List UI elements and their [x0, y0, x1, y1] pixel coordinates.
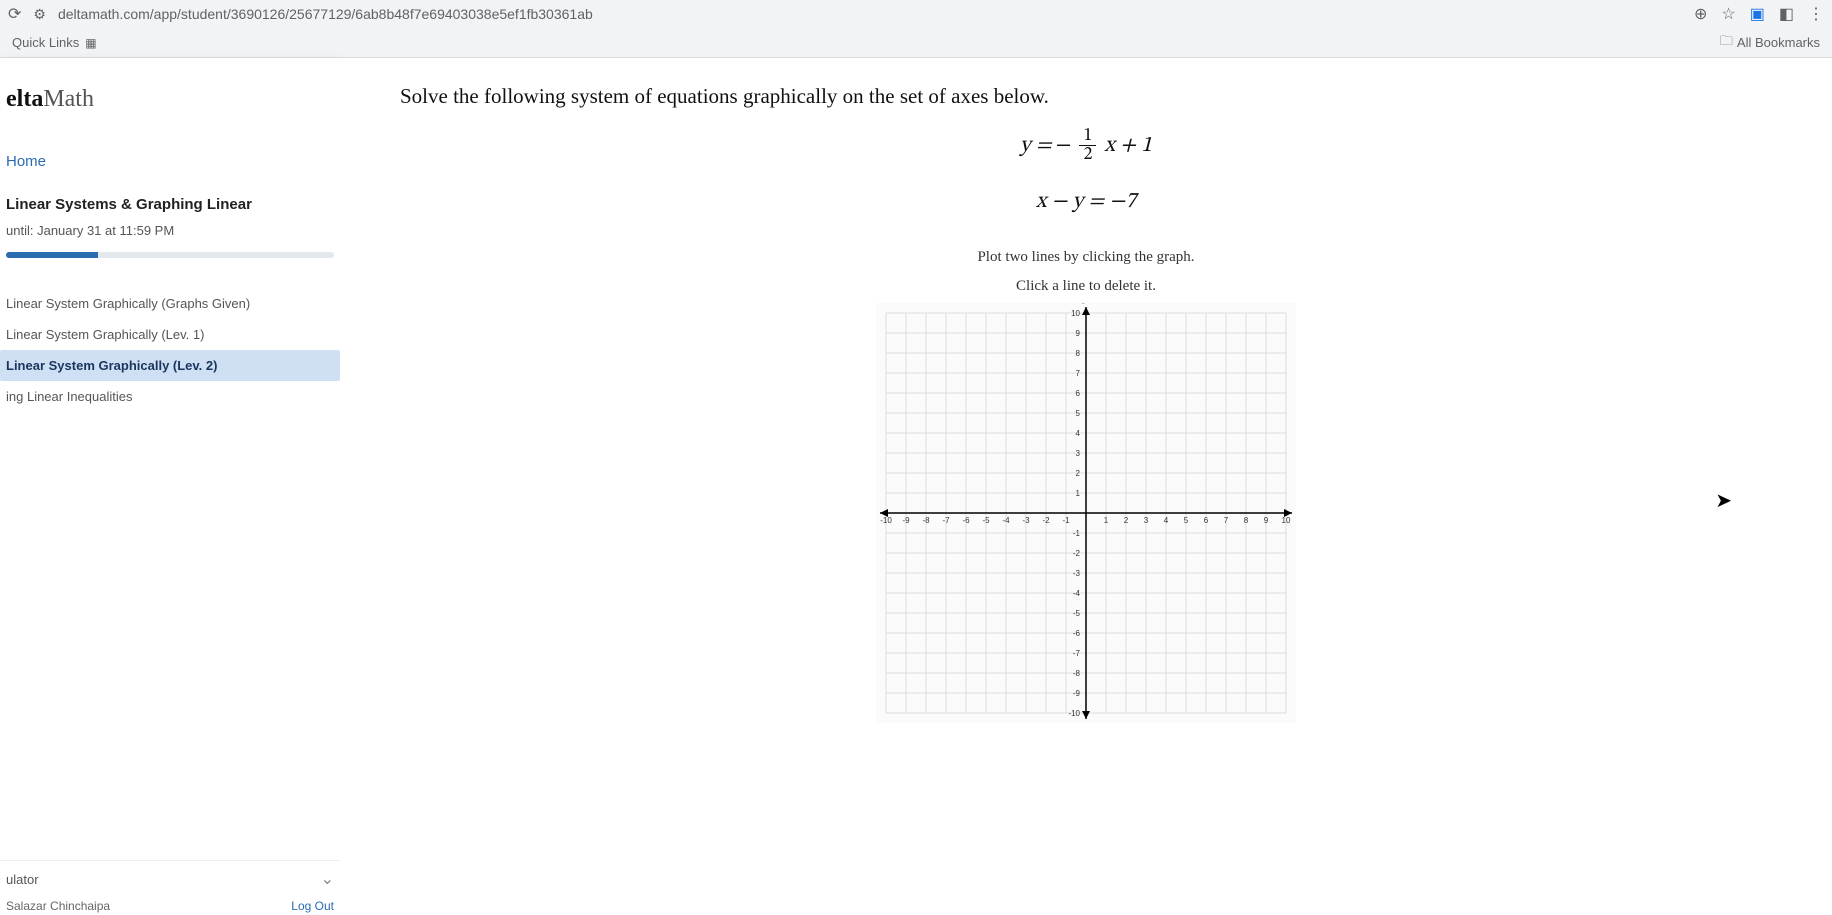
equations-block: y = − 1 2 x + 1 x − y = −7 [400, 127, 1772, 216]
svg-text:-8: -8 [922, 516, 930, 525]
equation-1: y = − 1 2 x + 1 [400, 127, 1772, 164]
equation-2: x − y = −7 [400, 188, 1772, 216]
svg-text:5: 5 [1184, 516, 1189, 525]
eq1-numerator: 1 [1079, 127, 1096, 146]
svg-text:-9: -9 [1073, 689, 1081, 698]
svg-text:9: 9 [1076, 329, 1081, 338]
due-prefix: until: [6, 223, 33, 238]
svg-text:-9: -9 [902, 516, 910, 525]
bookmarks-bar: Quick Links ▦ 🗀 All Bookmarks [0, 28, 1832, 58]
collapse-sidebar-icon[interactable]: ⌄ [321, 869, 334, 889]
lesson-item[interactable]: Linear System Graphically (Graphs Given) [0, 288, 340, 319]
all-bookmarks-button[interactable]: 🗀 All Bookmarks [1720, 32, 1820, 54]
sidebar-section-title: Linear Systems & Graphing Linear [0, 180, 340, 219]
folder-icon: 🗀 [1720, 32, 1733, 54]
svg-text:-2: -2 [1073, 549, 1081, 558]
all-bookmarks-label: All Bookmarks [1737, 35, 1820, 50]
mouse-cursor-icon: ➤ [1715, 488, 1732, 513]
graph-instruction-1: Plot two lines by clicking the graph. [400, 246, 1772, 269]
logout-link[interactable]: Log Out [291, 899, 334, 913]
svg-text:2: 2 [1124, 516, 1129, 525]
quick-links-label[interactable]: Quick Links [12, 35, 79, 50]
svg-text:-1: -1 [1062, 516, 1070, 525]
svg-text:-7: -7 [942, 516, 950, 525]
progress-bar [6, 252, 334, 258]
grid-svg: -10 -9 -8 -7 -6 -5 -4 -3 -2 -1 1 2 3 4 5 6 7 8 9 10 -10 -9 -8 -… [876, 303, 1296, 723]
eq1-denominator: 2 [1079, 146, 1096, 164]
progress-fill [6, 252, 98, 258]
profile-icon[interactable]: ◧ [1779, 4, 1794, 24]
progress-wrap [0, 252, 340, 288]
address-bar[interactable]: deltamath.com/app/student/3690126/256771… [58, 6, 593, 22]
svg-text:7: 7 [1224, 516, 1229, 525]
svg-text:-6: -6 [1073, 629, 1081, 638]
sidebar-due: until: January 31 at 11:59 PM [0, 219, 340, 252]
coordinate-plane[interactable]: -10 -9 -8 -7 -6 -5 -4 -3 -2 -1 1 2 3 4 5 6 7 8 9 10 -10 -9 -8 -… [876, 303, 1296, 723]
eq1-neg: − [1056, 132, 1072, 160]
lesson-item[interactable]: Linear System Graphically (Lev. 1) [0, 319, 340, 350]
zoom-icon[interactable]: ⊕ [1694, 4, 1707, 24]
svg-text:-2: -2 [1042, 516, 1050, 525]
svg-text:-7: -7 [1073, 649, 1081, 658]
extension-icon[interactable]: ▣ [1750, 4, 1765, 24]
svg-text:-5: -5 [982, 516, 990, 525]
svg-text:9: 9 [1264, 516, 1269, 525]
svg-text:5: 5 [1076, 409, 1081, 418]
svg-text:10: 10 [1282, 516, 1291, 525]
svg-text:3: 3 [1144, 516, 1149, 525]
svg-text:6: 6 [1204, 516, 1209, 525]
brand-logo: eltaMath [6, 86, 340, 113]
svg-text:-10: -10 [880, 516, 892, 525]
svg-text:1: 1 [1076, 489, 1081, 498]
svg-text:3: 3 [1076, 449, 1081, 458]
svg-text:8: 8 [1244, 516, 1249, 525]
svg-text:-8: -8 [1073, 669, 1081, 678]
site-settings-icon[interactable]: ⚙ [33, 6, 46, 23]
svg-text:-4: -4 [1073, 589, 1081, 598]
main-content: Solve the following system of equations … [340, 58, 1832, 915]
svg-text:-3: -3 [1073, 569, 1081, 578]
svg-text:6: 6 [1076, 389, 1081, 398]
eq1-fraction: 1 2 [1079, 127, 1096, 164]
sidebar: eltaMath Home Linear Systems & Graphing … [0, 58, 340, 915]
svg-text:-10: -10 [1068, 709, 1080, 718]
brand-light: Math [43, 86, 94, 112]
svg-text:1: 1 [1104, 516, 1109, 525]
svg-text:-6: -6 [962, 516, 970, 525]
svg-text:10: 10 [1071, 309, 1080, 318]
apps-grid-icon[interactable]: ▦ [85, 36, 94, 50]
svg-text:2: 2 [1076, 469, 1081, 478]
lesson-item[interactable]: ing Linear Inequalities [0, 381, 340, 412]
svg-text:7: 7 [1076, 369, 1081, 378]
sidebar-home[interactable]: Home [0, 143, 340, 180]
calculator-link[interactable]: ulator [6, 872, 39, 887]
user-name: Salazar Chinchaipa [6, 899, 110, 913]
brand-bold: elta [6, 86, 43, 112]
due-value: January 31 at 11:59 PM [37, 223, 174, 238]
star-icon[interactable]: ☆ [1721, 4, 1735, 24]
svg-text:8: 8 [1076, 349, 1081, 358]
eq1-lhs: y = [1020, 132, 1052, 160]
more-icon[interactable]: ⋮ [1808, 4, 1824, 24]
question-prompt: Solve the following system of equations … [400, 84, 1772, 109]
eq1-tail: x + 1 [1104, 132, 1152, 160]
lesson-item[interactable]: Linear System Graphically (Lev. 2) [0, 350, 340, 381]
reload-icon[interactable]: ⟳ [8, 4, 21, 24]
svg-text:-1: -1 [1073, 529, 1081, 538]
svg-text:-5: -5 [1073, 609, 1081, 618]
svg-text:4: 4 [1076, 429, 1081, 438]
svg-text:-4: -4 [1002, 516, 1010, 525]
svg-text:4: 4 [1164, 516, 1169, 525]
svg-text:-3: -3 [1022, 516, 1030, 525]
svg-text:y: y [1082, 303, 1090, 304]
graph-instruction-2: Click a line to delete it. [400, 275, 1772, 298]
browser-toolbar: ⟳ ⚙ deltamath.com/app/student/3690126/25… [0, 0, 1832, 28]
